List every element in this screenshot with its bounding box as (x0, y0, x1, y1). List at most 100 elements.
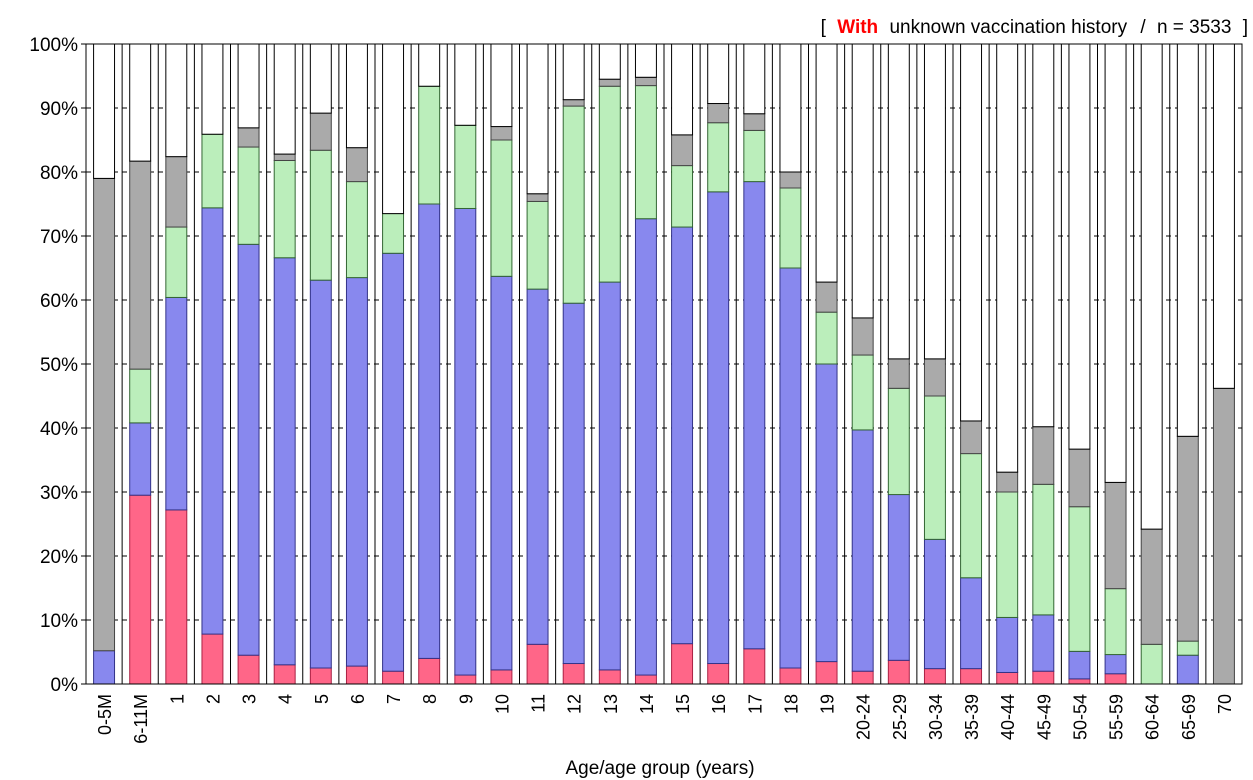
bar-segment-5 (93, 43, 116, 179)
bar-segment-2 (598, 281, 621, 671)
bar-segment-1 (815, 661, 838, 685)
bar-segment-4 (562, 99, 585, 107)
bar-segment-5 (562, 43, 585, 101)
x-tick-label: 11 (529, 694, 549, 713)
bar-segment-3 (923, 395, 946, 540)
x-tick-label: 19 (818, 694, 838, 714)
x-tick-label: 8 (420, 694, 440, 704)
y-tick-label: 40% (40, 419, 78, 440)
bar-segment-4 (490, 126, 513, 141)
bar-segment-3 (129, 368, 152, 424)
bar-segment-4 (129, 160, 152, 370)
bar-segment-4 (815, 281, 838, 313)
x-tick-label: 13 (601, 694, 621, 714)
bar-segment-5 (1032, 43, 1055, 428)
bar-segment-2 (851, 429, 874, 672)
bar-segment-2 (165, 296, 188, 511)
note-bracket-open: [ (821, 17, 827, 38)
bar-segment-5 (887, 43, 910, 360)
note-bracket-close: ] (1243, 17, 1248, 38)
bar-segment-2 (201, 207, 224, 635)
bar-segment-4 (779, 171, 802, 189)
x-tick-label: 25-29 (890, 694, 910, 740)
x-tick-label: 17 (745, 694, 765, 714)
bar-segment-5 (634, 43, 657, 78)
bar-segment-4 (960, 420, 983, 455)
bar-segment-3 (960, 453, 983, 579)
x-tick-label: 16 (709, 694, 729, 714)
bar-segment-4 (345, 147, 368, 183)
x-tick-label: 60-64 (1143, 694, 1163, 740)
x-tick-label: 65-69 (1179, 694, 1199, 740)
bar-segment-2 (887, 494, 910, 661)
x-tick-label: 7 (384, 694, 404, 704)
x-tick-label: 6 (348, 694, 368, 704)
x-tick-label: 12 (565, 694, 585, 714)
bar-segment-2 (309, 279, 332, 669)
bar-segment-5 (923, 43, 946, 360)
bar-segment-5 (1068, 43, 1091, 450)
x-tick-label: 20-24 (854, 694, 874, 740)
bar-segment-2 (1032, 614, 1055, 672)
x-tick-label: 9 (456, 694, 476, 704)
bar-segment-3 (887, 387, 910, 496)
x-tick-label: 70 (1215, 694, 1235, 714)
y-tick-label: 60% (40, 291, 78, 312)
note-sample-size: n = 3533 (1157, 17, 1232, 38)
bar-segment-3 (490, 139, 513, 277)
bar-segment-5 (309, 43, 332, 114)
bar-segment-4 (923, 358, 946, 397)
bar-segment-4 (671, 134, 694, 167)
bar-segment-1 (960, 668, 983, 685)
x-tick-label: 2 (203, 694, 223, 704)
y-tick-label: 50% (40, 355, 78, 376)
bar-segment-5 (743, 43, 766, 115)
bar-segment-3 (1176, 640, 1199, 656)
bar-segment-3 (851, 354, 874, 431)
bar-segment-5 (779, 43, 802, 173)
bar-segment-1 (309, 667, 332, 685)
bar-segment-2 (93, 650, 116, 685)
bar-segment-4 (526, 193, 549, 202)
bar-segment-2 (237, 243, 260, 656)
note-separator: / (1140, 17, 1146, 38)
y-tick-label: 100% (29, 35, 78, 56)
bar-segment-5 (345, 43, 368, 149)
bar-segment-1 (562, 663, 585, 685)
bar-segment-1 (851, 670, 874, 685)
bar-segment-2 (743, 181, 766, 650)
bar-segment-1 (418, 657, 441, 685)
bar-segment-5 (598, 43, 621, 80)
bar-segment-2 (382, 252, 405, 672)
bar-segment-5 (1140, 43, 1163, 530)
bar-segment-3 (454, 124, 477, 209)
bar-segment-4 (634, 76, 657, 87)
bar-segment-2 (345, 277, 368, 667)
bar-segment-4 (1068, 448, 1091, 508)
bar-segment-3 (526, 200, 549, 290)
y-tick-label: 30% (40, 483, 78, 504)
x-axis-ticks: 0-5M 6-11M 1 2 3 4 5 6 7 8 9 10 11 12 13 14 15 16 17 18 19 20… (95, 694, 1235, 744)
bar-segment-4 (273, 153, 296, 161)
bar-segment-1 (237, 654, 260, 685)
bar-segment-3 (1032, 483, 1055, 616)
x-tick-label: 40-44 (998, 694, 1018, 740)
bar-segment-3 (743, 129, 766, 183)
bar-segment-3 (779, 187, 802, 269)
bar-segment-2 (923, 538, 946, 670)
bar-segment-5 (201, 43, 224, 135)
bar-segment-3 (815, 311, 838, 365)
bar-segment-5 (382, 43, 405, 215)
bar-segment-5 (1212, 43, 1235, 389)
bars (93, 43, 1235, 685)
bar-segment-5 (273, 43, 296, 155)
y-tick-label: 80% (40, 163, 78, 184)
bar-segment-1 (923, 668, 946, 685)
bar-segment-1 (779, 667, 802, 685)
bar-segment-1 (1104, 673, 1127, 685)
bar-segment-4 (743, 113, 766, 131)
bar-segment-1 (526, 643, 549, 685)
bar-segment-5 (671, 43, 694, 136)
bar-segment-2 (671, 226, 694, 645)
x-axis-title: Age/age group (years) (565, 758, 754, 779)
